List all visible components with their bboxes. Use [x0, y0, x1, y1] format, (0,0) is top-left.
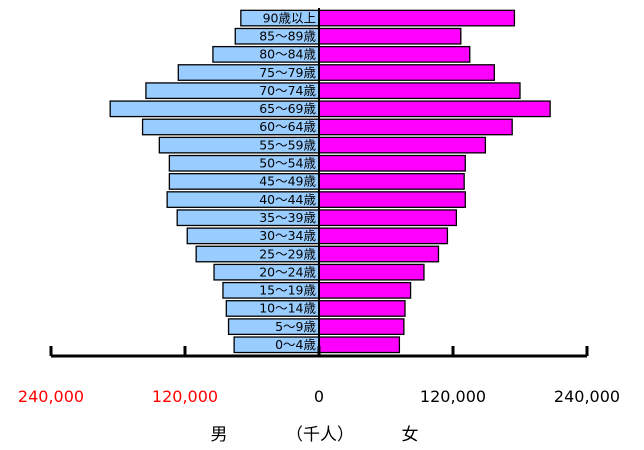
- age-group-label: 70～74歳: [259, 83, 316, 98]
- age-group-label: 60～64歳: [259, 119, 316, 134]
- age-group-label: 80～84歳: [259, 47, 316, 62]
- female-bar: [318, 118, 513, 136]
- female-bar: [318, 9, 516, 27]
- x-tick-label: 120,000: [420, 387, 486, 406]
- x-tick-labels: 240,000 120,000 0 120,000 240,000: [18, 387, 620, 406]
- female-bar: [318, 318, 405, 336]
- x-tick-label: 0: [314, 387, 324, 406]
- age-group-label: 65～69歳: [259, 101, 316, 116]
- female-bar: [318, 191, 466, 208]
- female-bar: [318, 281, 412, 299]
- age-group-label: 50～54歳: [259, 156, 316, 171]
- age-group-label: 45～49歳: [259, 174, 316, 189]
- age-group-label: 90歳以上: [263, 10, 316, 25]
- age-group-label: 85～89歳: [259, 28, 316, 43]
- female-bar: [318, 154, 466, 172]
- male-label: 男: [211, 425, 228, 445]
- x-tick-label: 120,000: [152, 387, 218, 406]
- category-labels: 0～4歳 5～9歳 10～14歳 15～19歳 20～24歳 25～29歳 30～34歳 35…: [259, 10, 316, 352]
- female-bar: [318, 27, 462, 45]
- female-bar: [318, 336, 401, 354]
- x-tick-label: 240,000: [554, 387, 620, 406]
- age-group-label: 25～29歳: [259, 246, 316, 261]
- female-label: 女: [402, 425, 419, 445]
- female-bar: [318, 64, 495, 81]
- age-group-label: 20～24歳: [259, 264, 316, 279]
- female-bar: [318, 209, 458, 227]
- female-bar: [318, 45, 471, 63]
- female-bar: [318, 227, 449, 245]
- female-bar: [318, 136, 487, 154]
- female-bar: [318, 100, 551, 118]
- age-group-label: 10～14歳: [259, 301, 316, 316]
- bars-layer: [109, 9, 551, 354]
- age-group-label: 40～44歳: [259, 192, 316, 207]
- female-bar: [318, 173, 465, 190]
- female-bar: [318, 263, 425, 281]
- age-group-label: 15～19歳: [259, 283, 316, 298]
- x-tick-label: 240,000: [18, 387, 84, 406]
- unit-label: （千人）: [286, 425, 354, 445]
- age-group-label: 35～39歳: [259, 210, 316, 225]
- age-group-label: 30～34歳: [259, 228, 316, 243]
- female-bar: [318, 245, 440, 263]
- age-group-label: 55～59歳: [259, 137, 316, 152]
- female-bar: [318, 300, 406, 317]
- female-bar: [318, 82, 521, 100]
- age-group-label: 5～9歳: [275, 319, 316, 334]
- age-group-label: 75～79歳: [259, 65, 316, 80]
- age-group-label: 0～4歳: [275, 337, 316, 352]
- x-axis: [49, 8, 589, 358]
